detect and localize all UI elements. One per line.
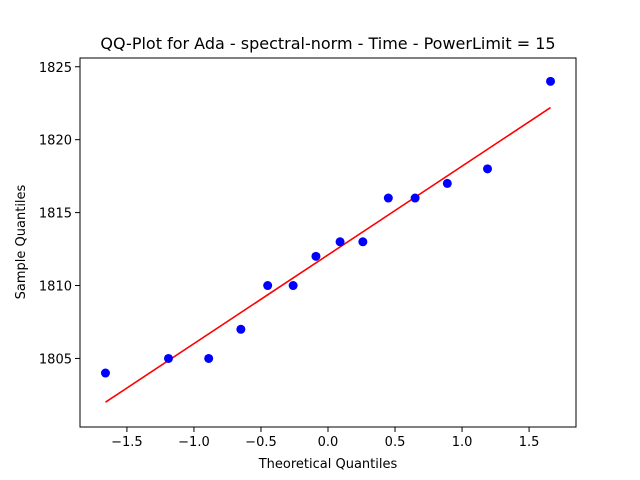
x-tick-label: −1.0 — [178, 435, 210, 450]
data-point — [236, 324, 246, 334]
data-point — [163, 353, 173, 363]
data-point — [410, 193, 420, 203]
y-tick-label: 1825 — [39, 61, 72, 76]
x-axis-label: Theoretical Quantiles — [258, 457, 398, 472]
data-point — [263, 281, 273, 291]
data-point — [311, 251, 321, 261]
plot-area: −1.5 −1.0 −0.5 0.0 0.5 1.0 1.5 1805 1810 1815 1820… — [39, 57, 577, 450]
fit-line — [105, 106, 551, 403]
y-tick-label: 1805 — [39, 352, 72, 367]
data-point — [204, 353, 214, 363]
x-tick-label: −1.5 — [111, 435, 143, 450]
data-point — [442, 178, 452, 188]
data-point — [483, 164, 493, 174]
y-tick-label: 1815 — [39, 207, 72, 222]
data-point — [383, 193, 393, 203]
plot-frame — [79, 57, 577, 428]
x-tick-label: 0.5 — [385, 435, 406, 450]
data-point — [546, 76, 556, 86]
y-tick-label: 1820 — [39, 134, 72, 149]
data-point — [358, 237, 368, 247]
y-axis-label: Sample Quantiles — [14, 184, 29, 299]
chart-title: QQ-Plot for Ada - spectral-norm - Time -… — [100, 34, 555, 53]
data-point — [100, 368, 110, 378]
x-tick-label: −0.5 — [245, 435, 277, 450]
x-tick-label: 1.5 — [519, 435, 540, 450]
x-tick-label: 0.0 — [318, 435, 339, 450]
data-point — [335, 237, 345, 247]
data-point — [288, 281, 298, 291]
x-tick-label: 1.0 — [452, 435, 473, 450]
y-tick-label: 1810 — [39, 280, 72, 295]
